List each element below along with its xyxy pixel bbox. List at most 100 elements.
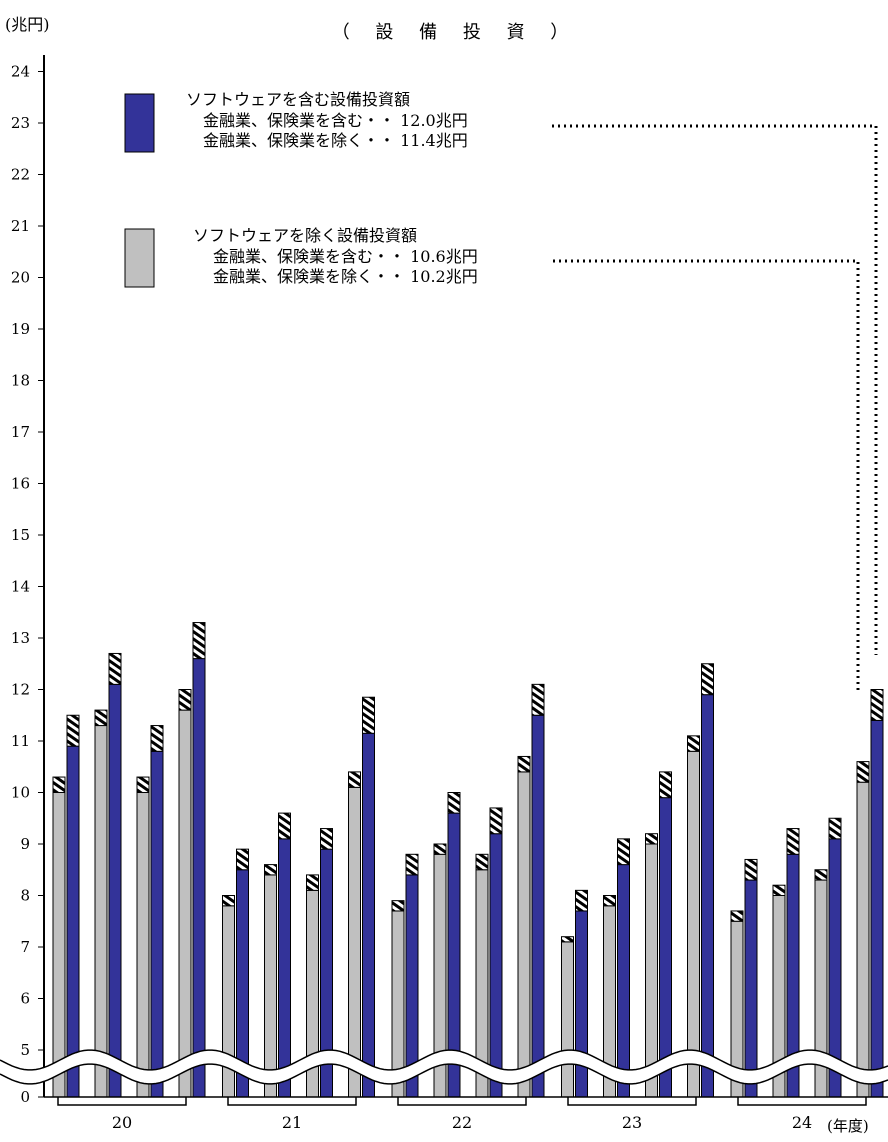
legend-swatch-exclude-software	[124, 228, 155, 288]
y-tick-label: 14	[11, 578, 30, 596]
legend: ソフトウェアを含む設備投資額 金融業、保険業を含む・・ 12.0兆円 金融業、保…	[124, 90, 478, 288]
bar-insoft-exfin	[150, 750, 164, 1098]
bar-insoft-exfin	[659, 797, 672, 1098]
year-group-label: 21	[282, 1113, 302, 1132]
y-tick-label: 8	[20, 887, 30, 905]
bar-insoft-fin-increment	[489, 807, 503, 835]
bar-marks	[52, 622, 884, 1098]
bar-exsoft-fin-increment	[348, 771, 361, 788]
bar-insoft-exfin	[66, 745, 80, 1098]
bar-insoft-exfin	[617, 864, 630, 1098]
legend-include-software-line1: 金融業、保険業を含む・・ 12.0兆円	[203, 111, 468, 130]
bar-insoft-exfin	[192, 658, 206, 1098]
bar-insoft-fin-increment	[531, 683, 545, 716]
y-tick-label: 9	[20, 835, 30, 853]
bar-insoft-fin-increment	[150, 725, 164, 752]
y-tick-label: 19	[11, 320, 30, 338]
bar-insoft-fin-increment	[828, 817, 842, 840]
year-group-label: 22	[452, 1113, 472, 1132]
year-group-label: 20	[112, 1113, 132, 1132]
bar-insoft-fin-increment	[320, 828, 333, 850]
bar-exsoft-fin-increment	[136, 776, 150, 793]
bar-exsoft-exfin	[687, 750, 700, 1098]
bar-insoft-fin-increment	[447, 792, 461, 814]
bar-insoft-fin-increment	[744, 858, 758, 881]
bar-exsoft-fin-increment	[264, 864, 277, 876]
year-group-label: 23	[622, 1113, 642, 1132]
y-tick-label: 20	[11, 269, 30, 287]
legend-include-software-title: ソフトウェアを含む設備投資額	[186, 90, 410, 109]
bar-insoft-fin-increment	[659, 771, 672, 799]
bar-exsoft-exfin	[52, 792, 66, 1098]
y-unit-label: (兆円)	[5, 15, 50, 34]
axis-break-line-top	[0, 1049, 888, 1071]
year-group-bracket	[567, 1097, 697, 1106]
y-tick-label: 23	[11, 114, 30, 132]
bar-exsoft-fin-increment	[178, 689, 192, 711]
bar-insoft-fin-increment	[575, 889, 588, 912]
bar-exsoft-fin-increment	[306, 874, 319, 891]
bar-insoft-fin-increment	[870, 689, 884, 721]
bar-exsoft-fin-increment	[391, 900, 405, 912]
bar-insoft-fin-increment	[617, 838, 630, 866]
leader-lines	[552, 124, 878, 690]
y-tick-label: 13	[11, 629, 30, 647]
bar-exsoft-fin-increment	[94, 709, 108, 727]
bar-exsoft-fin-increment	[856, 761, 870, 783]
axis-break-line-bottom	[0, 1063, 888, 1085]
bar-exsoft-fin-increment	[222, 895, 235, 907]
bar-insoft-exfin	[489, 833, 503, 1098]
x-axis-year-groups: 20 21 22 23 24	[57, 1097, 867, 1132]
y-tick-label: 21	[11, 217, 30, 235]
bar-insoft-fin-increment	[108, 652, 122, 685]
bar-exsoft-exfin	[136, 792, 150, 1098]
bar-insoft-exfin	[744, 879, 758, 1098]
y-tick-label: 10	[11, 784, 30, 802]
bar-exsoft-fin-increment	[475, 853, 489, 871]
bar-insoft-fin-increment	[278, 812, 291, 840]
bar-insoft-fin-increment	[192, 622, 206, 660]
bar-exsoft-fin-increment	[52, 776, 66, 793]
y-tick-label: 16	[11, 475, 30, 493]
y-tick-label: 6	[20, 990, 30, 1008]
axes	[43, 55, 888, 1098]
bar-insoft-exfin	[575, 910, 588, 1098]
axis-break-band	[0, 1050, 888, 1084]
y-tick-label: 11	[11, 732, 30, 750]
bar-insoft-exfin	[701, 694, 714, 1098]
bar-exsoft-exfin	[856, 781, 870, 1098]
bar-insoft-fin-increment	[362, 696, 375, 734]
bar-exsoft-fin-increment	[517, 755, 531, 773]
leader-include-software	[552, 124, 878, 655]
bar-exsoft-fin-increment	[561, 936, 574, 943]
bar-exsoft-fin-increment	[645, 833, 658, 845]
legend-swatch-include-software	[124, 93, 155, 153]
bar-exsoft-exfin	[561, 941, 574, 1098]
y-tick-label: 18	[11, 372, 30, 390]
year-group-bracket	[227, 1097, 357, 1106]
bar-insoft-fin-increment	[701, 663, 714, 696]
bar-exsoft-fin-increment	[730, 910, 744, 922]
year-group-bracket	[397, 1097, 527, 1106]
legend-include-software-line2: 金融業、保険業を除く・・ 11.4兆円	[203, 131, 468, 150]
y-tick-label: 24	[11, 63, 30, 81]
bar-exsoft-fin-increment	[603, 895, 616, 907]
y-tick-label: 17	[11, 423, 30, 441]
legend-exclude-software-title: ソフトウェアを除く設備投資額	[193, 226, 417, 245]
bar-insoft-exfin	[362, 732, 375, 1098]
bar-exsoft-exfin	[178, 709, 192, 1098]
bar-exsoft-fin-increment	[814, 869, 828, 881]
y-tick-label: 15	[11, 526, 30, 544]
year-group-label: 24	[792, 1113, 812, 1132]
y-tick-label: 7	[20, 938, 30, 956]
legend-exclude-software-line2: 金融業、保険業を除く・・ 10.2兆円	[213, 267, 478, 286]
chart-title: （ 設 備 投 資 ）	[332, 22, 579, 43]
bar-exsoft-exfin	[264, 874, 277, 1098]
bar-exsoft-fin-increment	[433, 843, 447, 855]
year-group-bracket	[737, 1097, 867, 1106]
bar-exsoft-fin-increment	[772, 884, 786, 897]
legend-exclude-software-line1: 金融業、保険業を含む・・ 10.6兆円	[213, 247, 478, 266]
y-tick-label: 12	[11, 681, 30, 699]
leader-exclude-software	[553, 259, 860, 690]
bar-insoft-fin-increment	[66, 714, 80, 747]
